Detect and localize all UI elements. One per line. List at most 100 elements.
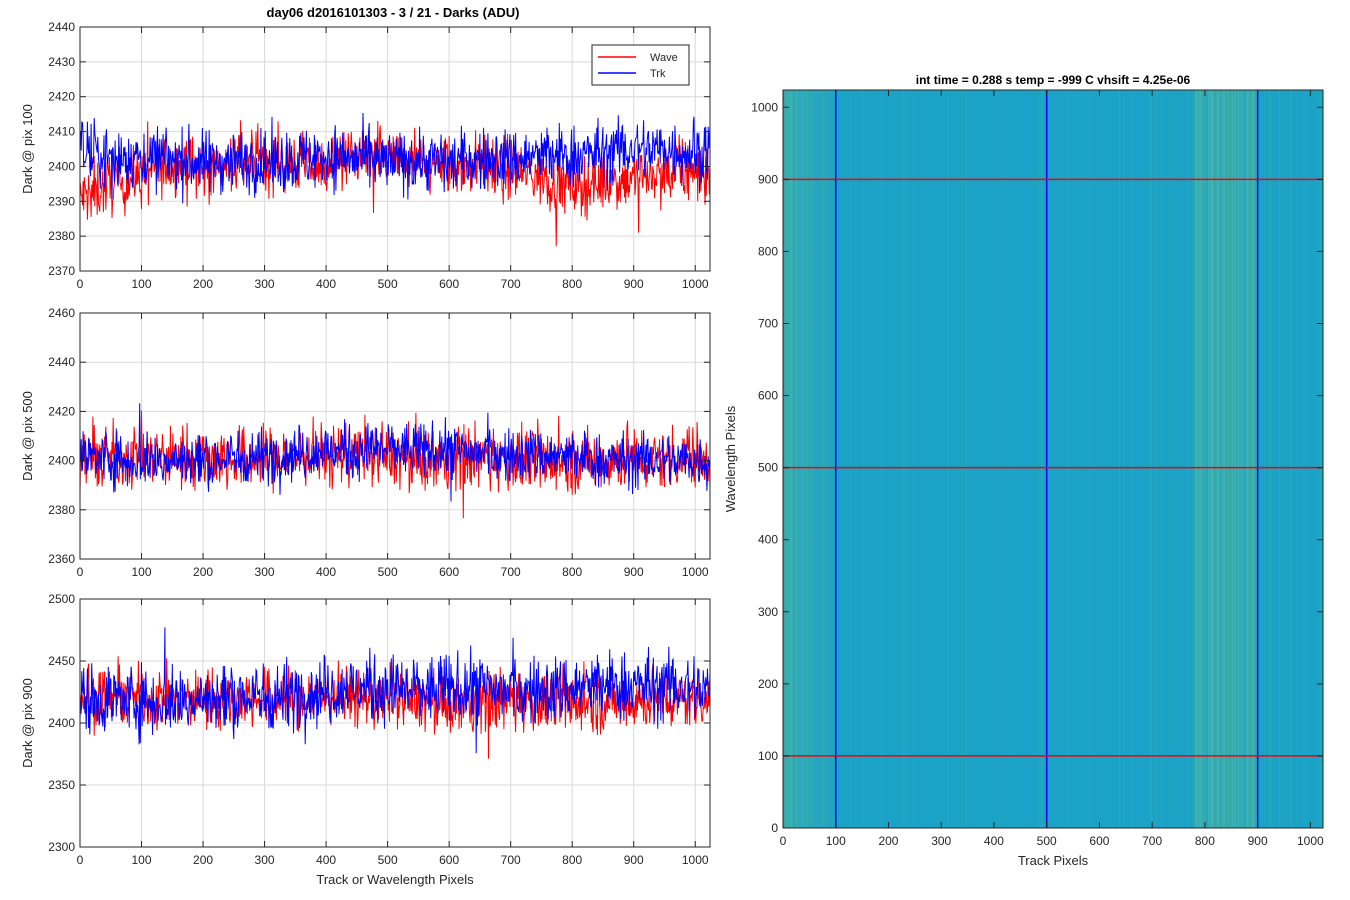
- image-column-stripe: [792, 90, 794, 828]
- image-column-stripe: [905, 90, 906, 828]
- image-column-stripe: [1196, 90, 1197, 828]
- image-column-stripe: [1210, 90, 1211, 828]
- image-column-stripe: [1296, 90, 1298, 828]
- image-column-stripe: [798, 90, 800, 828]
- image-column-stripe: [1081, 90, 1083, 828]
- plot-3-xtick-label-6: 600: [439, 853, 459, 867]
- plot-3-ytick-label-2: 2400: [48, 716, 75, 730]
- image-xtick-label-5: 500: [1037, 834, 1057, 848]
- figure-title: day06 d2016101303 - 3 / 21 - Darks (ADU): [267, 5, 520, 20]
- legend-label-wave: Wave: [650, 52, 678, 64]
- image-column-stripe: [822, 90, 823, 828]
- image-column-stripe: [1176, 90, 1177, 828]
- image-column-stripe: [1192, 90, 1193, 828]
- image-xtick-label-7: 700: [1142, 834, 1162, 848]
- image-column-stripe: [803, 90, 804, 828]
- image-column-stripe: [1089, 90, 1091, 828]
- image-column-stripe: [1224, 90, 1226, 828]
- image-xtick-label-3: 300: [931, 834, 951, 848]
- image-column-stripe: [786, 90, 787, 828]
- plot-2-ytick-label-4: 2440: [48, 355, 75, 369]
- image-column-stripe: [1279, 90, 1281, 828]
- plot-2-xtick-label-9: 900: [624, 565, 644, 579]
- image-column-stripe: [881, 90, 882, 828]
- image-column-stripe: [1038, 90, 1039, 828]
- image-column-stripe: [1247, 90, 1248, 828]
- image-column-stripe: [1150, 90, 1151, 828]
- image-column-stripe: [784, 90, 785, 828]
- image-column-stripe: [800, 90, 802, 828]
- image-column-stripe: [815, 90, 817, 828]
- image-column-stripe: [1229, 90, 1230, 828]
- image-xtick-label-6: 600: [1089, 834, 1109, 848]
- plot-3-ytick-label-1: 2350: [48, 778, 75, 792]
- image-column-stripe: [1237, 90, 1239, 828]
- image-column-stripe: [862, 90, 863, 828]
- image-column-stripe: [808, 90, 809, 828]
- image-column-stripe: [1186, 90, 1188, 828]
- plot-2-ytick-label-1: 2380: [48, 503, 75, 517]
- plot-1-xtick-label-8: 800: [562, 277, 582, 291]
- plot-1-series-wave-line: [80, 120, 710, 247]
- image-column-stripe: [850, 90, 852, 828]
- image-column-stripe: [816, 90, 818, 828]
- image-column-stripe: [1194, 90, 1195, 828]
- image-ylabel: Wavelength Pixels: [723, 405, 738, 512]
- image-column-stripe: [814, 90, 816, 828]
- line-plot-pix-500: 0 100 200 300 400 500 600 700 800 900 1000 2360 2380…: [20, 306, 711, 579]
- image-column-stripe: [1228, 90, 1229, 828]
- image-column-stripe: [1044, 90, 1046, 828]
- image-column-stripe: [1156, 90, 1157, 828]
- plot-1-xtick-label-1: 100: [132, 277, 152, 291]
- image-ytick-label-10: 1000: [751, 100, 778, 114]
- image-column-stripe: [834, 90, 836, 828]
- image-column-stripe: [1059, 90, 1060, 828]
- image-background: [783, 90, 1323, 828]
- plot-1-ytick-label-6: 2430: [48, 55, 75, 69]
- image-column-stripe: [1042, 90, 1043, 828]
- image-column-stripe: [811, 90, 813, 828]
- image-xtick-label-0: 0: [780, 834, 787, 848]
- image-ytick-label-7: 700: [758, 317, 778, 331]
- plot-1-xtick-label-5: 500: [378, 277, 398, 291]
- image-column-stripe: [1066, 90, 1068, 828]
- image-column-stripe: [1202, 90, 1204, 828]
- plot-2-ytick-label-2: 2400: [48, 454, 75, 468]
- image-column-stripe: [1240, 90, 1242, 828]
- plot-2-xtick-label-2: 200: [193, 565, 213, 579]
- image-column-stripe: [1172, 90, 1173, 828]
- image-column-stripe: [1231, 90, 1232, 828]
- plot-1-xtick-label-4: 400: [316, 277, 336, 291]
- plot-1-xtick-label-7: 700: [501, 277, 521, 291]
- plot-1-ytick-label-0: 2370: [48, 264, 75, 278]
- image-column-stripe: [1238, 90, 1240, 828]
- image-column-stripe: [1201, 90, 1203, 828]
- image-column-stripe: [875, 90, 877, 828]
- image-column-stripe: [1252, 90, 1253, 828]
- image-column-stripe: [1222, 90, 1224, 828]
- plot-1-series-trk-line: [80, 112, 710, 204]
- plot-3-xtick-label-4: 400: [316, 853, 336, 867]
- image-column-stripe: [1290, 90, 1291, 828]
- image-column-stripe: [793, 90, 795, 828]
- image-column-stripe: [827, 90, 828, 828]
- plot-1-ytick-label-3: 2400: [48, 159, 75, 173]
- plot-2-ylabel: Dark @ pix 500: [20, 391, 35, 481]
- image-column-stripe: [1278, 90, 1280, 828]
- image-column-stripe: [806, 90, 807, 828]
- image-ytick-label-5: 500: [758, 461, 778, 475]
- image-column-stripe: [1206, 90, 1208, 828]
- image-column-stripe: [1249, 90, 1250, 828]
- line-plot-pix-900: 0 100 200 300 400 500 600 700 800 900 1000 2300 2350…: [20, 592, 711, 887]
- image-column-stripe: [830, 90, 832, 828]
- image-column-stripe: [1223, 90, 1225, 828]
- legend: Wave Trk: [591, 44, 690, 86]
- image-column-stripe: [1216, 90, 1218, 828]
- image-column-stripe: [903, 90, 904, 828]
- image-column-stripe: [1305, 90, 1306, 828]
- plot-2-xtick-label-6: 600: [439, 565, 459, 579]
- image-column-stripe: [1209, 90, 1210, 828]
- plot-2-series-trk-line: [80, 403, 710, 502]
- image-column-stripe: [812, 90, 814, 828]
